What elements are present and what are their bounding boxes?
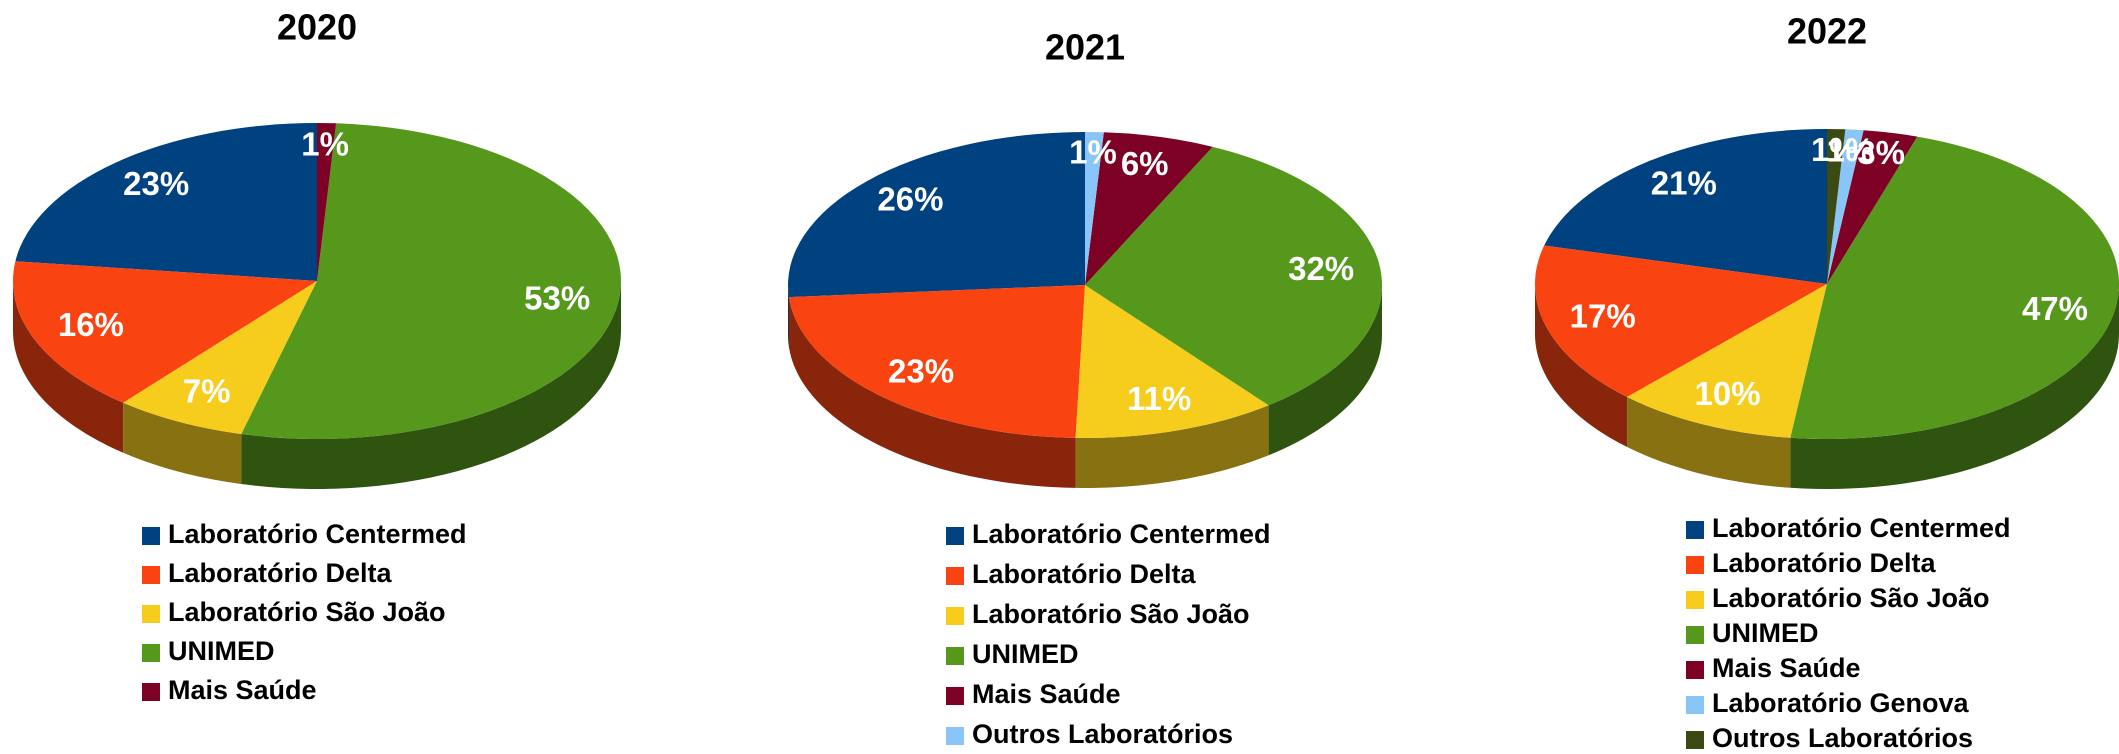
legend-swatch [1686,626,1704,644]
data-label: 6% [1121,145,1169,182]
slice-side [788,285,789,348]
chart-title: 2022 [1787,11,1867,52]
data-label: 21% [1651,165,1717,202]
data-label: 26% [877,181,943,218]
data-label: 11% [1127,380,1191,417]
legend-label: UNIMED [1712,618,1819,648]
legend-swatch [946,727,964,745]
pie-slice [12,261,317,403]
data-label: 23% [888,352,954,389]
legend-swatch [1686,731,1704,749]
data-label: 23% [123,165,189,202]
slice-side [1790,284,2119,489]
data-label: 3% [1857,134,1905,171]
data-label: 17% [1570,297,1636,334]
pie-slice [1790,136,2119,439]
legend-swatch [946,647,964,665]
legend-swatch [1686,591,1704,609]
legend-label: Laboratório São João [1712,583,1990,613]
legend-label: Laboratório Delta [168,558,393,588]
legend-swatch [142,527,160,545]
legend-swatch [1686,696,1704,714]
data-label: 1% [1069,134,1117,171]
legend-label: Mais Saúde [1712,653,1861,683]
legend-swatch [946,607,964,625]
pie-slice [241,123,622,439]
legend-label: UNIMED [168,636,275,666]
pie-slice [1085,146,1382,406]
slice-side [241,281,622,489]
data-label: 1% [301,125,349,162]
data-label: 7% [183,372,231,409]
legend-swatch [142,644,160,662]
legend-swatch [946,527,964,545]
pie-slice [1535,245,1827,397]
legend-label: UNIMED [972,639,1079,669]
data-label: 16% [58,306,124,343]
pie-slice [1085,132,1213,285]
legend-label: Outros Laboratórios [972,719,1233,749]
pie-slice [1627,284,1827,438]
pie-slice [1075,285,1269,438]
pie-slice [1827,129,1846,284]
data-label: 32% [1288,250,1354,287]
legend-swatch [946,687,964,705]
legend-label: Laboratório Centermed [1712,513,2011,543]
pie-slice [788,285,1085,438]
legend-label: Laboratório Centermed [972,519,1271,549]
legend-label: Laboratório Genova [1712,688,1970,718]
legend-swatch [142,566,160,584]
slice-side [1075,405,1269,488]
pie-slice [1827,130,1918,284]
data-label: 53% [524,279,590,316]
legend-label: Mais Saúde [972,679,1121,709]
data-label: 1% [1811,131,1859,168]
pie-slice [1085,132,1104,285]
slice-side [1535,284,1628,447]
legend-swatch [1686,661,1704,679]
pie-slice [123,281,317,435]
legend-swatch [142,605,160,623]
pie-slice [317,123,337,281]
slice-side [1627,396,1791,488]
slice-side [788,297,1076,488]
slice-side [1268,285,1382,456]
pie-slice [15,123,318,281]
legend-swatch [142,683,160,701]
slice-side [13,281,124,453]
pie-slice [788,132,1085,298]
legend-label: Laboratório Delta [1712,548,1937,578]
legend-swatch [946,567,964,585]
pie-slice [1544,129,1827,284]
legend-label: Outros Laboratórios [1712,723,1973,753]
legend-label: Laboratório São João [972,599,1250,629]
legend-swatch [1686,521,1704,539]
legend-label: Laboratório Centermed [168,519,467,549]
legend-label: Laboratório Delta [972,559,1197,589]
chart-title: 2021 [1045,27,1125,68]
data-label: 1% [1827,132,1875,169]
data-label: 47% [2022,290,2088,327]
slice-side [123,402,242,485]
pie-slice [1827,129,1864,284]
legend-label: Mais Saúde [168,675,317,705]
legend-label: Laboratório São João [168,597,446,627]
chart-title: 2020 [277,7,357,48]
data-label: 10% [1695,375,1761,412]
legend-swatch [1686,556,1704,574]
